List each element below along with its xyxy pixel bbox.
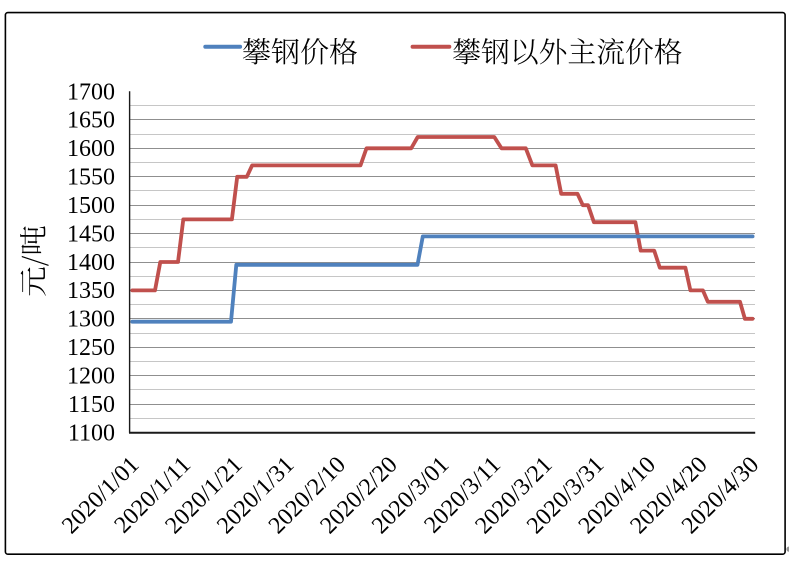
svg-text:1500: 1500	[67, 193, 115, 219]
svg-text:1700: 1700	[67, 79, 115, 105]
svg-text:1100: 1100	[68, 420, 115, 446]
svg-text:1450: 1450	[67, 221, 115, 247]
svg-text:1150: 1150	[68, 392, 115, 418]
svg-text:1300: 1300	[67, 307, 115, 333]
svg-text:1650: 1650	[67, 108, 115, 134]
svg-text:1200: 1200	[67, 364, 115, 390]
svg-text:1600: 1600	[67, 136, 115, 162]
svg-text:1350: 1350	[67, 278, 115, 304]
svg-text:1400: 1400	[67, 250, 115, 276]
svg-text:1250: 1250	[67, 335, 115, 361]
svg-text:1550: 1550	[67, 165, 115, 191]
